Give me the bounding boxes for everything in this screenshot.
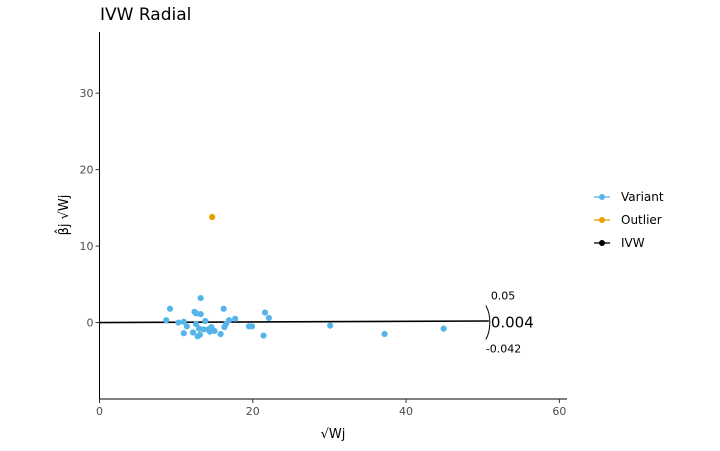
variant-point: [183, 323, 190, 330]
legend: Variant Outlier IVW: [594, 190, 664, 250]
ivw-lower-label: -0.042: [486, 343, 521, 356]
legend-marker-variant: [599, 194, 605, 200]
axes: 0 20 40 60 0 10 20 30: [80, 32, 567, 418]
variant-point: [197, 311, 204, 318]
legend-marker-outlier: [599, 217, 605, 223]
x-tick-label: 60: [552, 405, 566, 418]
legend-label-variant: Variant: [621, 190, 664, 204]
variant-point: [261, 309, 269, 316]
y-tick-label: 10: [80, 240, 94, 253]
variant-point: [260, 332, 267, 339]
x-tick-label: 0: [96, 405, 103, 418]
variant-point: [180, 330, 187, 337]
variant-point: [180, 318, 187, 325]
ivw-ci-bracket: [485, 305, 491, 340]
variant-point: [196, 325, 203, 332]
variant-point: [163, 317, 170, 324]
variant-point: [217, 330, 224, 338]
variant-point: [192, 320, 200, 328]
chart-title: IVW Radial: [100, 5, 191, 25]
y-tick-label: 20: [80, 164, 94, 177]
y-tick-label: 0: [87, 317, 94, 330]
plot-area: [99, 213, 491, 340]
x-axis-label: √Wj: [321, 427, 346, 442]
variant-point: [202, 317, 209, 325]
legend-label-ivw: IVW: [621, 236, 645, 250]
variant-point: [440, 325, 447, 332]
ivw-annotations: 0.05 0.004 -0.042: [486, 290, 534, 356]
ivw-estimate-label: 0.004: [491, 314, 534, 332]
variant-point: [166, 305, 174, 312]
x-tick-label: 40: [399, 405, 413, 418]
variant-point: [225, 317, 233, 324]
variant-point: [197, 294, 204, 302]
legend-marker-ivw: [599, 240, 605, 246]
variant-point: [175, 319, 182, 326]
variant-point: [211, 327, 218, 335]
y-axis-label: β̂j √Wj: [55, 195, 72, 236]
variant-point: [192, 310, 200, 317]
ivw-line: [99, 320, 489, 324]
variant-point: [189, 329, 197, 336]
legend-label-outlier: Outlier: [621, 213, 662, 227]
variant-point: [232, 315, 239, 322]
variant-point: [248, 323, 256, 330]
variant-point: [381, 330, 388, 338]
x-tick-label: 20: [246, 405, 260, 418]
y-tick-label: 30: [80, 87, 94, 100]
variant-point: [196, 331, 203, 338]
outlier-point: [209, 213, 216, 221]
variant-point: [327, 322, 334, 329]
ivw-upper-label: 0.05: [491, 290, 516, 303]
variant-point: [220, 305, 227, 312]
variant-point: [200, 326, 207, 333]
variant-point: [265, 314, 272, 322]
